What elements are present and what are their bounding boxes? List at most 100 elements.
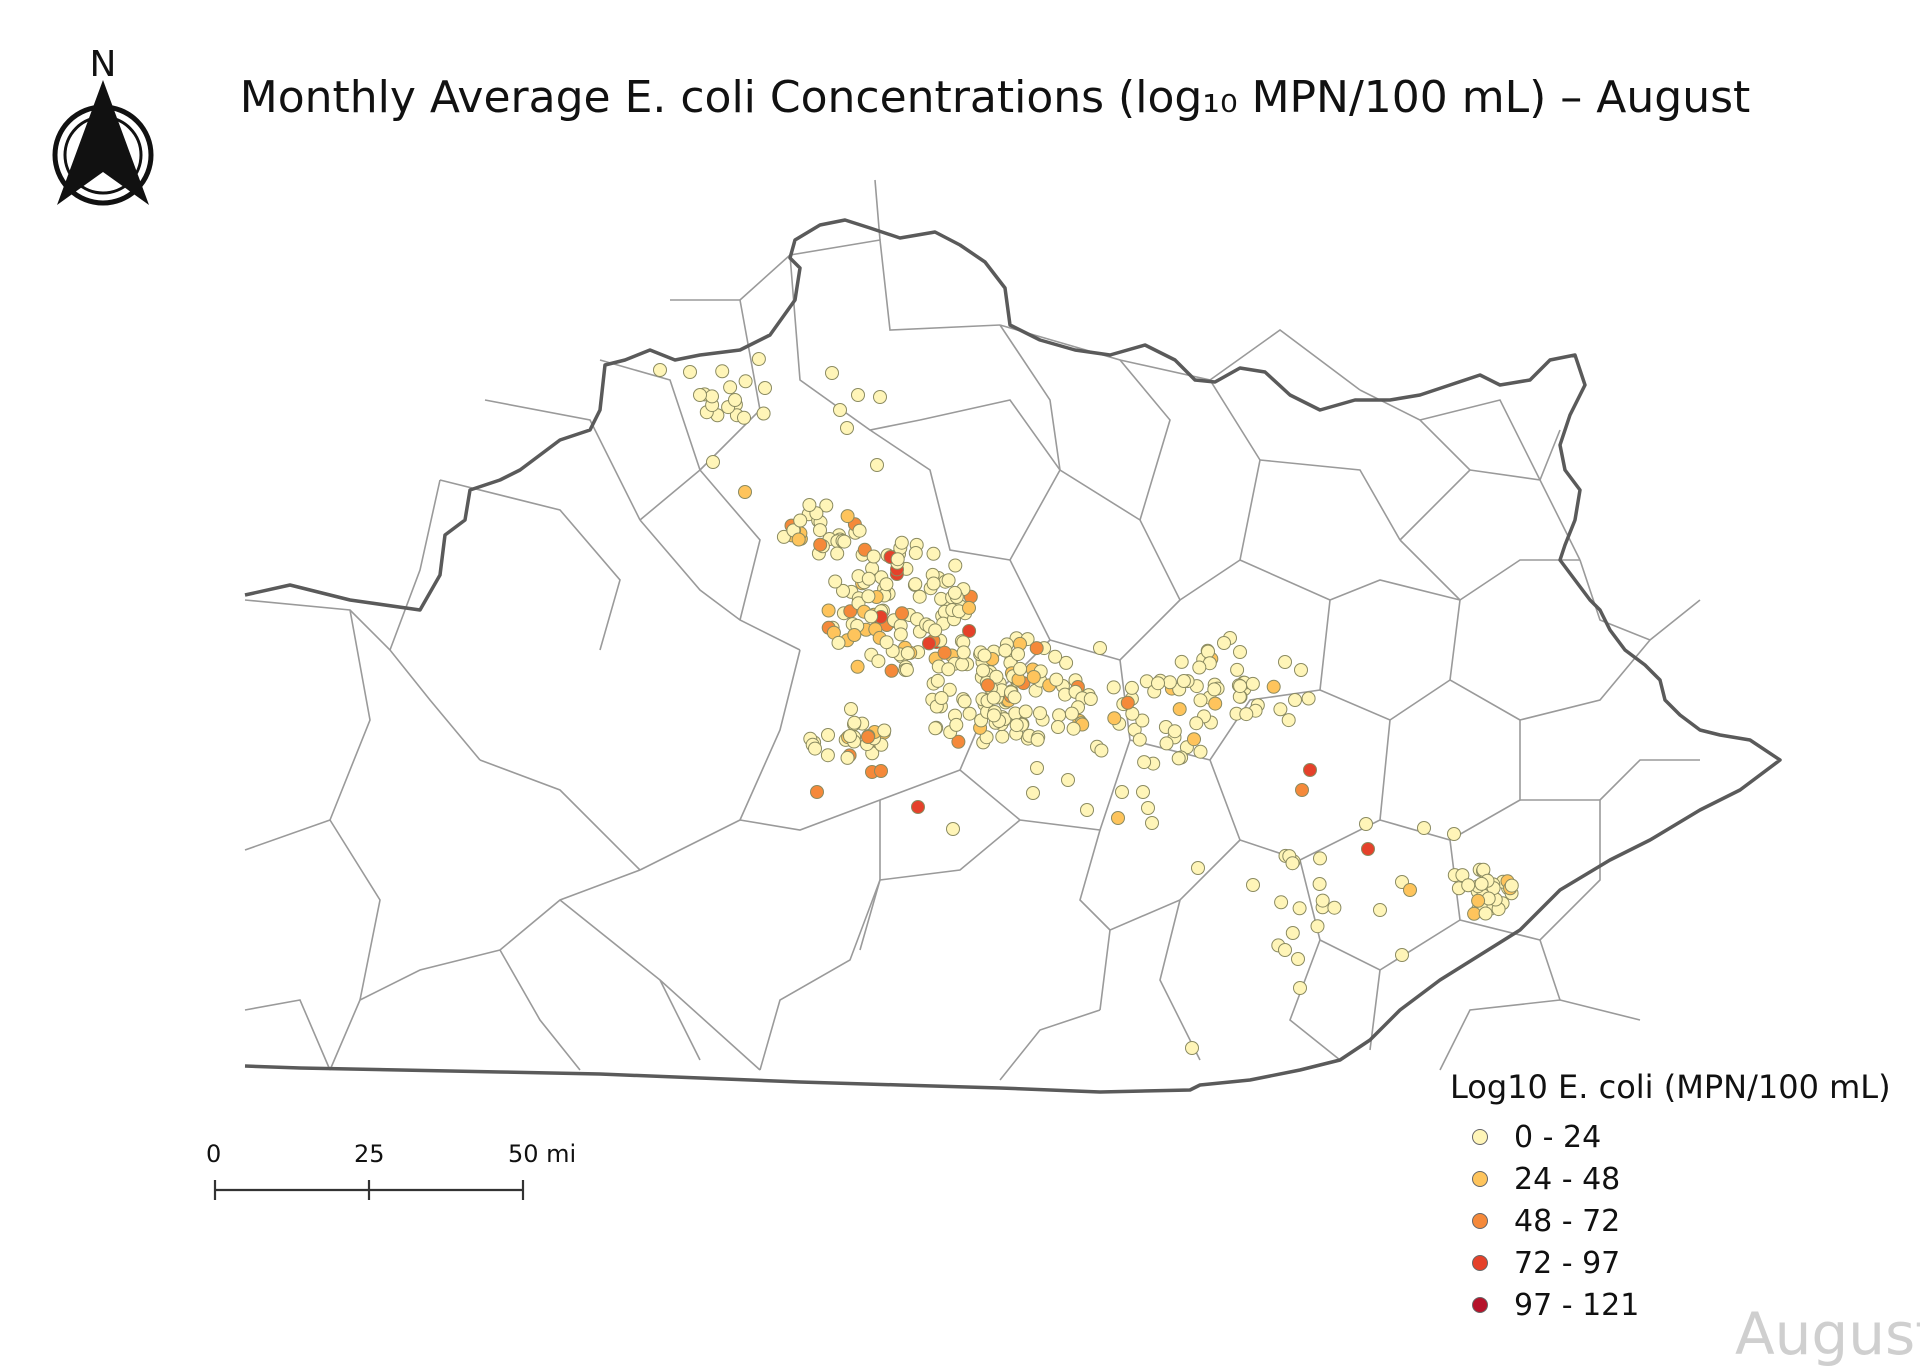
sampling-point <box>1137 755 1152 770</box>
sampling-point <box>791 532 806 547</box>
sampling-point <box>1080 803 1094 817</box>
sampling-point <box>866 549 881 564</box>
sampling-point <box>1132 732 1147 747</box>
sampling-point <box>871 654 886 669</box>
sampling-point <box>1291 952 1305 966</box>
sampling-point <box>998 643 1013 658</box>
legend-item: 0 - 24 <box>1450 1116 1891 1158</box>
sampling-point <box>1107 711 1122 726</box>
sampling-point <box>831 635 846 650</box>
sampling-point <box>879 635 894 650</box>
sampling-point <box>653 363 667 377</box>
legend-item: 48 - 72 <box>1450 1200 1891 1242</box>
legend-swatch <box>1472 1255 1488 1271</box>
sampling-point <box>1013 661 1028 676</box>
sampling-point <box>1292 901 1307 916</box>
sampling-point <box>1313 851 1327 866</box>
sampling-point <box>1474 876 1489 891</box>
sampling-point <box>890 552 905 567</box>
sampling-point <box>828 574 843 589</box>
sampling-point <box>1192 660 1207 675</box>
sampling-point <box>986 708 1001 723</box>
sampling-point <box>830 546 845 561</box>
sampling-point <box>1176 674 1191 688</box>
sampling-point <box>819 498 834 513</box>
scale-label-25: 25 <box>354 1140 385 1168</box>
legend-swatch <box>1472 1171 1488 1187</box>
sampling-point <box>941 662 956 677</box>
sampling-point <box>884 663 899 678</box>
sampling-point <box>908 546 923 560</box>
sampling-point <box>986 690 1001 705</box>
sampling-point <box>758 381 772 395</box>
sampling-point <box>948 558 963 573</box>
sampling-point <box>1151 676 1165 691</box>
sampling-point <box>1361 842 1375 856</box>
sampling-point <box>1504 878 1519 893</box>
sampling-point <box>813 523 827 538</box>
sampling-point <box>1007 690 1022 705</box>
legend: Log10 E. coli (MPN/100 mL) 0 - 24 24 - 4… <box>1450 1068 1891 1326</box>
sampling-point <box>683 365 697 379</box>
sampling-point <box>989 669 1004 684</box>
sampling-point <box>1303 763 1317 777</box>
sampling-point <box>1094 743 1109 758</box>
sampling-point <box>1193 744 1208 759</box>
sampling-point <box>928 623 943 638</box>
sampling-point <box>810 785 824 799</box>
sampling-point <box>693 388 707 402</box>
sampling-point <box>879 577 894 592</box>
sampling-point <box>1159 736 1174 751</box>
sampling-point <box>1293 981 1307 995</box>
sampling-point <box>843 729 857 743</box>
sampling-point <box>956 645 971 660</box>
legend-title: Log10 E. coli (MPN/100 mL) <box>1450 1068 1891 1106</box>
sampling-point <box>1395 948 1409 962</box>
sampling-point <box>926 546 941 561</box>
sampling-point <box>861 571 876 586</box>
sampling-point <box>840 509 855 524</box>
sampling-point <box>1312 877 1327 891</box>
sampling-point <box>1217 636 1231 650</box>
sampling-point <box>1233 645 1247 659</box>
sampling-point <box>1030 732 1045 747</box>
scale-label-50: 50 mi <box>508 1140 577 1168</box>
sampling-point <box>1011 647 1025 662</box>
sampling-point <box>976 663 990 678</box>
sampling-point <box>1052 708 1067 723</box>
scale-label-0: 0 <box>206 1140 222 1168</box>
scale-bar <box>213 1180 525 1200</box>
sampling-point <box>893 627 908 642</box>
sampling-point <box>847 715 862 730</box>
sampling-point <box>1278 655 1292 669</box>
legend-swatch <box>1472 1213 1488 1229</box>
legend-label: 0 - 24 <box>1514 1119 1602 1155</box>
sampling-point <box>813 537 828 552</box>
watermark: August <box>1735 1300 1920 1368</box>
legend-label: 24 - 48 <box>1514 1161 1621 1197</box>
sampling-point <box>1359 817 1373 831</box>
sampling-point <box>955 657 970 672</box>
sampling-point <box>995 729 1010 744</box>
sampling-point <box>1106 680 1121 695</box>
sampling-point <box>1051 720 1065 734</box>
sampling-point <box>1030 761 1044 775</box>
sampling-point <box>1162 675 1177 690</box>
sampling-point <box>1093 641 1107 655</box>
sampling-point <box>1018 704 1033 719</box>
sampling-point <box>962 624 977 638</box>
county-boundaries <box>244 179 1701 1081</box>
sampling-point <box>1285 926 1300 940</box>
sampling-point <box>1064 706 1079 721</box>
sampling-point <box>833 403 847 417</box>
sampling-point <box>899 662 914 677</box>
sampling-point <box>1189 716 1204 731</box>
sampling-point <box>1187 732 1201 747</box>
sampling-point <box>847 628 862 642</box>
sampling-point <box>1310 919 1325 934</box>
sampling-point <box>1230 662 1245 677</box>
sampling-point <box>895 606 909 621</box>
sampling-point <box>962 600 976 615</box>
sampling-point <box>1294 663 1308 677</box>
